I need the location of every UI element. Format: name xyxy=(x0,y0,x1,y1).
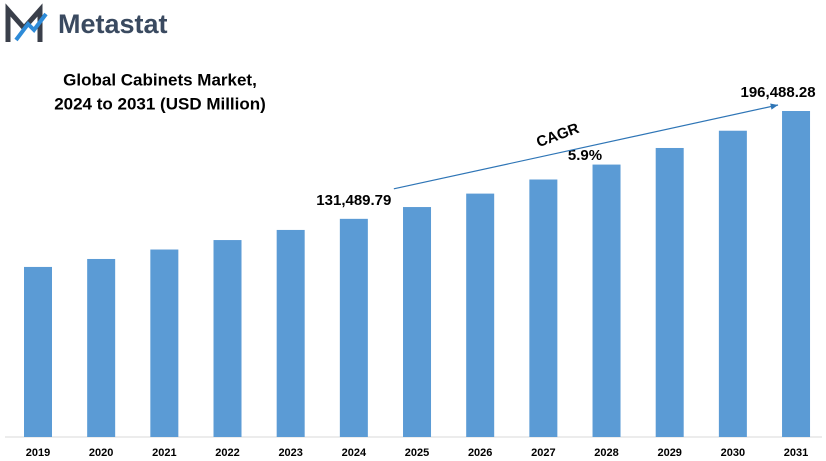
bar xyxy=(150,249,179,437)
x-tick-label: 2022 xyxy=(215,447,239,459)
bar xyxy=(213,240,242,437)
bar xyxy=(339,218,368,437)
x-tick-label: 2027 xyxy=(531,447,555,459)
x-tick-label: 2028 xyxy=(594,447,618,459)
logo-icon xyxy=(5,3,48,42)
data-label: 196,488.28 xyxy=(741,84,816,101)
x-tick-label: 2020 xyxy=(89,447,113,459)
bar xyxy=(529,179,558,438)
x-tick-label: 2031 xyxy=(784,447,808,459)
bar xyxy=(403,207,432,437)
x-tick-label: 2019 xyxy=(26,447,50,459)
chart-title: 2024 to 2031 (USD Million) xyxy=(54,94,266,113)
chart-title: Global Cabinets Market, xyxy=(63,70,257,89)
bar xyxy=(592,164,621,437)
data-label: 131,489.79 xyxy=(316,192,391,209)
bar xyxy=(24,266,52,437)
bar xyxy=(466,193,495,437)
bar xyxy=(782,111,811,437)
bar xyxy=(276,229,305,437)
trend-arrow xyxy=(393,104,779,190)
x-tick-label: 2023 xyxy=(278,447,302,459)
arrow-head xyxy=(770,103,779,110)
bar xyxy=(655,147,684,438)
x-tick-label: 2021 xyxy=(152,447,176,459)
x-tick-label: 2029 xyxy=(657,447,681,459)
x-tick-label: 2024 xyxy=(342,447,367,459)
bar xyxy=(87,258,116,437)
x-tick-label: 2025 xyxy=(405,447,429,459)
x-tick-label: 2026 xyxy=(468,447,492,459)
bar xyxy=(718,130,747,437)
x-tick-label: 2030 xyxy=(721,447,745,459)
brand: Metastat xyxy=(58,9,168,39)
annotation: 5.9% xyxy=(568,147,602,164)
